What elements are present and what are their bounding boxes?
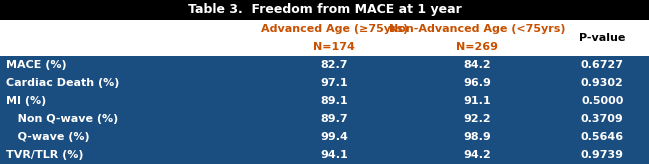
- Text: Q-wave (%): Q-wave (%): [6, 132, 90, 142]
- Text: Advanced Age (≥75yrs): Advanced Age (≥75yrs): [261, 24, 408, 34]
- Text: TVR/TLR (%): TVR/TLR (%): [6, 150, 84, 160]
- Text: 82.7: 82.7: [321, 60, 348, 70]
- Text: N=269: N=269: [456, 42, 498, 52]
- Text: 0.3709: 0.3709: [581, 114, 624, 124]
- Text: 99.4: 99.4: [321, 132, 348, 142]
- FancyBboxPatch shape: [0, 146, 649, 164]
- Text: 98.9: 98.9: [463, 132, 491, 142]
- Text: 0.9739: 0.9739: [581, 150, 624, 160]
- Text: 84.2: 84.2: [463, 60, 491, 70]
- FancyBboxPatch shape: [0, 74, 649, 92]
- Text: Non-Advanced Age (<75yrs): Non-Advanced Age (<75yrs): [389, 24, 565, 34]
- Text: 94.1: 94.1: [321, 150, 348, 160]
- Text: 91.1: 91.1: [463, 96, 491, 106]
- FancyBboxPatch shape: [0, 0, 649, 20]
- Text: 96.9: 96.9: [463, 78, 491, 88]
- Text: 89.7: 89.7: [321, 114, 348, 124]
- Text: Table 3.  Freedom from MACE at 1 year: Table 3. Freedom from MACE at 1 year: [188, 3, 461, 17]
- Text: 89.1: 89.1: [321, 96, 348, 106]
- Text: MACE (%): MACE (%): [6, 60, 67, 70]
- FancyBboxPatch shape: [0, 56, 649, 74]
- Text: Non Q-wave (%): Non Q-wave (%): [6, 114, 119, 124]
- Text: P-value: P-value: [579, 33, 626, 43]
- FancyBboxPatch shape: [0, 128, 649, 146]
- Text: 97.1: 97.1: [321, 78, 348, 88]
- Text: 92.2: 92.2: [463, 114, 491, 124]
- FancyBboxPatch shape: [0, 110, 649, 128]
- Text: MI (%): MI (%): [6, 96, 47, 106]
- Text: 0.9302: 0.9302: [581, 78, 624, 88]
- Text: 94.2: 94.2: [463, 150, 491, 160]
- Text: N=174: N=174: [313, 42, 355, 52]
- Text: 0.5000: 0.5000: [581, 96, 624, 106]
- Text: 0.5646: 0.5646: [581, 132, 624, 142]
- Text: Cardiac Death (%): Cardiac Death (%): [6, 78, 120, 88]
- Text: 0.6727: 0.6727: [581, 60, 624, 70]
- FancyBboxPatch shape: [0, 92, 649, 110]
